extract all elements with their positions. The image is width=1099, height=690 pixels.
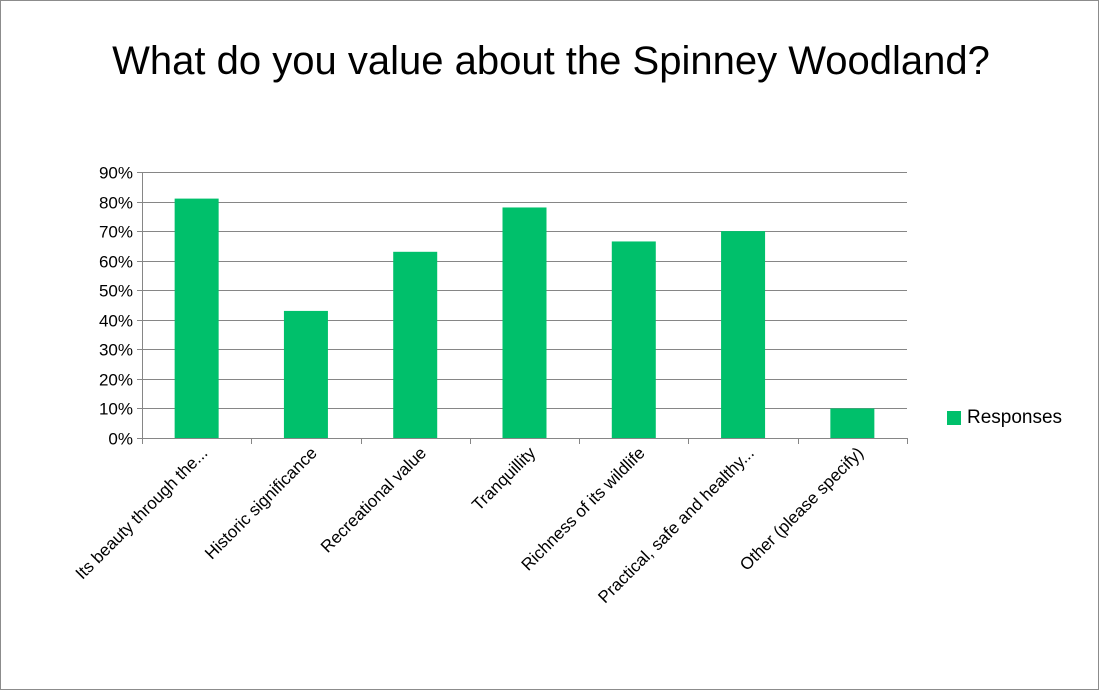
legend: Responses xyxy=(947,407,1062,429)
y-tick-label: 90% xyxy=(99,164,133,183)
y-tick-label: 40% xyxy=(99,312,133,331)
x-tick-label: Its beauty through the... xyxy=(72,443,212,583)
x-tick-label: Historic significance xyxy=(201,443,321,563)
bar xyxy=(174,198,219,438)
x-tick-label: Other (please specify) xyxy=(736,443,867,574)
x-tick-label: Tranquillity xyxy=(468,443,539,514)
y-tick-label: 60% xyxy=(99,253,133,272)
x-tick-labels: Its beauty through the...Historic signif… xyxy=(72,443,867,607)
bar xyxy=(393,251,438,438)
y-tick-label: 10% xyxy=(99,400,133,419)
y-tick-label: 80% xyxy=(99,194,133,213)
bar xyxy=(611,241,656,438)
axes xyxy=(137,172,908,444)
bar xyxy=(283,310,328,438)
x-tick-label: Richness of its wildlife xyxy=(518,443,649,574)
y-tick-label: 30% xyxy=(99,341,133,360)
y-tick-label: 50% xyxy=(99,282,133,301)
y-tick-label: 0% xyxy=(108,430,133,449)
bar xyxy=(502,207,547,438)
bar xyxy=(830,408,875,438)
legend-swatch xyxy=(947,411,961,425)
y-tick-labels: 0% 10% 20% 30% 40% 50% 60% 70% 80% 90% xyxy=(99,164,133,449)
x-tick-label: Recreational value xyxy=(317,443,430,556)
chart-title: What do you value about the Spinney Wood… xyxy=(112,39,990,83)
bar xyxy=(721,231,766,438)
legend-label: Responses xyxy=(967,407,1063,428)
bars xyxy=(174,198,875,438)
y-tick-label: 20% xyxy=(99,371,133,390)
y-tick-label: 70% xyxy=(99,223,133,242)
